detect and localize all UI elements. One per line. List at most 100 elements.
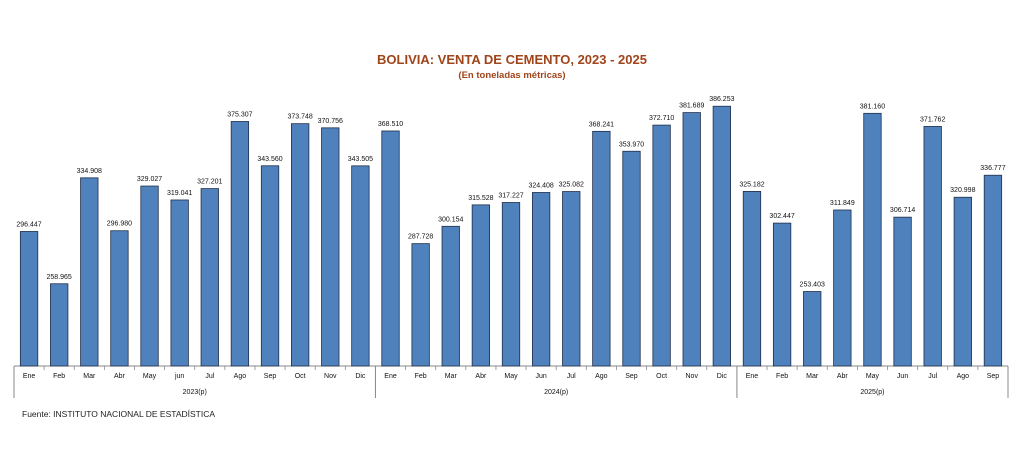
data-label: 296.447 bbox=[16, 221, 41, 228]
data-label: 296.980 bbox=[107, 221, 132, 228]
bar bbox=[80, 177, 99, 367]
data-label: 371.762 bbox=[920, 116, 945, 123]
bar bbox=[110, 230, 129, 367]
data-label: 353.970 bbox=[619, 141, 644, 148]
bar bbox=[863, 112, 882, 367]
x-tick-label: May bbox=[866, 373, 880, 380]
bar bbox=[170, 199, 189, 367]
bar bbox=[291, 123, 310, 367]
bar bbox=[321, 127, 340, 367]
bar bbox=[140, 185, 159, 367]
source-note: Fuente: INSTITUTO NACIONAL DE ESTADÍSTIC… bbox=[22, 409, 216, 419]
data-label: 324.408 bbox=[528, 182, 553, 189]
x-tick-label: Nov bbox=[686, 373, 699, 380]
bar bbox=[953, 196, 972, 367]
bar bbox=[622, 150, 641, 367]
x-tick-label: Jun bbox=[535, 373, 546, 380]
data-label: 329.027 bbox=[137, 176, 162, 183]
group-label: 2023(p) bbox=[183, 389, 207, 396]
bar bbox=[411, 243, 430, 367]
bar bbox=[772, 222, 792, 367]
bar bbox=[19, 231, 39, 367]
bar bbox=[833, 209, 852, 367]
bar bbox=[471, 204, 491, 367]
x-tick-label: Jun bbox=[897, 373, 908, 380]
bar bbox=[562, 191, 581, 367]
data-label: 302.447 bbox=[769, 213, 794, 220]
x-tick-label: Nov bbox=[324, 373, 337, 380]
data-label: 317.227 bbox=[498, 193, 523, 200]
bar bbox=[381, 130, 400, 367]
bar bbox=[682, 112, 701, 367]
chart-subtitle: (En toneladas métricas) bbox=[458, 70, 566, 81]
data-label: 287.728 bbox=[408, 234, 433, 241]
x-tick-label: Mar bbox=[806, 373, 819, 380]
data-label: 336.777 bbox=[980, 165, 1005, 172]
bar bbox=[351, 165, 370, 367]
bar bbox=[260, 165, 280, 367]
bar bbox=[983, 174, 1003, 367]
group-label: 2025(p) bbox=[860, 389, 884, 396]
x-tick-label: Jul bbox=[567, 373, 576, 380]
bar bbox=[712, 105, 731, 367]
bar bbox=[742, 190, 762, 367]
bar bbox=[923, 126, 942, 367]
x-tick-label: Jul bbox=[205, 373, 214, 380]
x-tick-label: Sep bbox=[264, 373, 277, 380]
x-tick-label: Feb bbox=[53, 373, 65, 380]
x-tick-label: May bbox=[504, 373, 518, 380]
bar bbox=[592, 130, 611, 367]
data-label: 343.505 bbox=[348, 156, 373, 163]
x-tick-label: Ago bbox=[234, 373, 247, 380]
x-tick-label: Dic bbox=[355, 373, 366, 380]
data-label: 381.689 bbox=[679, 103, 704, 110]
data-label: 327.201 bbox=[197, 179, 222, 186]
x-tick-label: Ago bbox=[595, 373, 608, 380]
data-label: 334.908 bbox=[77, 168, 102, 175]
x-tick-label: Abr bbox=[475, 373, 487, 380]
data-label: 370.756 bbox=[318, 118, 343, 125]
bar bbox=[50, 283, 69, 367]
data-label: 300.154 bbox=[438, 216, 463, 223]
data-label: 368.510 bbox=[378, 121, 403, 128]
bar bbox=[803, 291, 822, 367]
x-tick-label: Ene bbox=[746, 373, 759, 380]
data-label: 325.182 bbox=[739, 181, 764, 188]
chart-title: BOLIVIA: VENTA DE CEMENTO, 2023 - 2025 bbox=[377, 52, 647, 67]
bar bbox=[652, 124, 671, 367]
data-label: 315.528 bbox=[468, 195, 493, 202]
x-tick-label: May bbox=[143, 373, 157, 380]
bar bbox=[441, 225, 460, 367]
x-tick-label: jun bbox=[174, 373, 184, 380]
data-label: 319.041 bbox=[167, 190, 192, 197]
data-label: 368.241 bbox=[589, 121, 614, 128]
data-label: 325.082 bbox=[559, 182, 584, 189]
x-tick-label: Sep bbox=[987, 373, 1000, 380]
data-label: 373.748 bbox=[287, 114, 312, 121]
x-tick-label: Ago bbox=[957, 373, 970, 380]
data-label: 386.253 bbox=[709, 96, 734, 103]
bar bbox=[200, 188, 219, 367]
data-label: 258.965 bbox=[47, 274, 72, 281]
data-label: 375.307 bbox=[227, 111, 252, 118]
x-tick-label: Oct bbox=[656, 373, 667, 380]
x-tick-label: Jul bbox=[928, 373, 937, 380]
data-label: 306.714 bbox=[890, 207, 915, 214]
x-tick-label: Dic bbox=[717, 373, 728, 380]
bar bbox=[893, 216, 912, 367]
data-label: 381.160 bbox=[860, 103, 885, 110]
x-tick-label: Mar bbox=[83, 373, 96, 380]
x-tick-label: Abr bbox=[837, 373, 849, 380]
x-tick-label: Feb bbox=[776, 373, 788, 380]
x-tick-label: Abr bbox=[114, 373, 126, 380]
data-label: 320.998 bbox=[950, 187, 975, 194]
bar bbox=[531, 192, 551, 367]
data-label: 343.560 bbox=[257, 156, 282, 163]
x-tick-label: Sep bbox=[625, 373, 638, 380]
group-label: 2024(p) bbox=[544, 389, 568, 396]
bar bbox=[501, 202, 521, 367]
x-tick-label: Feb bbox=[415, 373, 427, 380]
x-tick-label: Oct bbox=[295, 373, 306, 380]
x-tick-label: Ene bbox=[23, 373, 36, 380]
